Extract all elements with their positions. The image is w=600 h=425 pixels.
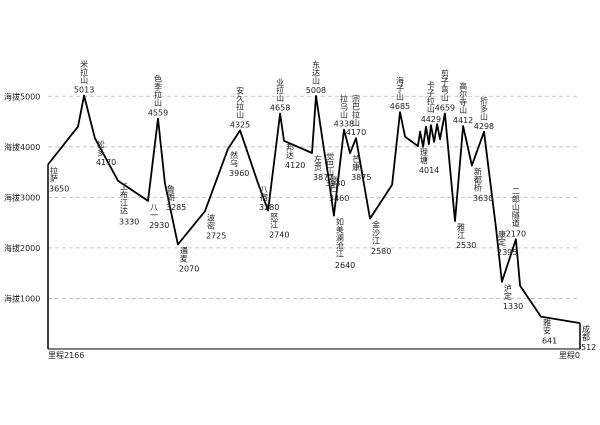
place-name: 然乌 xyxy=(230,150,239,168)
place-name: 雅安 xyxy=(542,318,551,336)
elevation-label: 2170 xyxy=(506,229,526,238)
elevation-label: 2740 xyxy=(269,231,289,240)
elevation-label: 5013 xyxy=(74,86,94,95)
elevation-label: 2725 xyxy=(206,231,226,240)
elevation-label: 512 xyxy=(581,343,596,352)
y-tick-label: 海拔4000 xyxy=(4,142,40,152)
elevation-label: 3330 xyxy=(119,218,139,227)
elevation-label: 4014 xyxy=(419,166,439,175)
elevation-label: 2640 xyxy=(335,261,355,270)
place-name: 鲁朗 xyxy=(166,184,175,202)
elevation-label: 3460 xyxy=(329,194,349,203)
place-name: 芒康 xyxy=(352,154,361,171)
elevation-label: 641 xyxy=(542,337,557,346)
place-name: 雅江 xyxy=(456,222,465,240)
elevation-label: 3285 xyxy=(166,203,186,212)
elevation-label: 4298 xyxy=(474,122,494,131)
place-name: 宗巴拉山 xyxy=(352,93,361,127)
elevation-label: 4412 xyxy=(453,116,473,125)
place-name: 海子山 xyxy=(395,76,404,102)
place-name: 怒江 xyxy=(270,212,279,230)
elevation-label: 4658 xyxy=(270,104,290,113)
place-name: 理塘 xyxy=(419,148,428,165)
elevation-label: 4170 xyxy=(346,128,366,137)
elevation-label: 4429 xyxy=(421,115,441,124)
elevation-label: 3630 xyxy=(473,194,493,203)
y-tick-label: 海拔2000 xyxy=(4,243,40,253)
x-tick-label: 里程0 xyxy=(559,351,580,360)
place-name: 折多山 xyxy=(479,95,488,121)
elevation-label: 3280 xyxy=(259,203,279,212)
place-name: 高尔寺山 xyxy=(459,81,468,115)
y-tick-label: 海拔1000 xyxy=(4,293,40,303)
elevation-label: 4325 xyxy=(230,120,250,129)
y-tick-label: 海拔3000 xyxy=(4,192,40,202)
place-name: 松多 xyxy=(96,139,105,157)
elevation-label: 3960 xyxy=(229,169,249,178)
place-name: 业拉山 xyxy=(276,77,285,103)
elevation-label: 3930 xyxy=(325,179,345,188)
x-tick-label: 里程2166 xyxy=(48,351,84,360)
place-name: 登巴 xyxy=(330,175,339,192)
elevation-label: 1330 xyxy=(503,302,523,311)
elevation-label: 4170 xyxy=(96,158,116,167)
place-name: 工布江达 xyxy=(120,183,129,216)
place-name: 新都桥 xyxy=(473,167,482,193)
place-name: 泸定 xyxy=(503,283,512,301)
place-name: 八一 xyxy=(149,203,158,219)
place-name: 波密 xyxy=(206,212,215,230)
place-name: 东达山 xyxy=(311,59,320,85)
elevation-label: 2070 xyxy=(179,264,199,273)
elevation-label: 2930 xyxy=(149,221,169,230)
elevation-line xyxy=(47,94,581,324)
place-name: 成都 xyxy=(582,324,591,342)
place-name: 觉巴山 xyxy=(326,151,335,177)
elevation-label: 3875 xyxy=(351,173,371,182)
place-name: 色季拉山 xyxy=(154,74,163,108)
elevation-label: 5008 xyxy=(306,86,326,95)
elevation-label: 4120 xyxy=(285,161,305,170)
place-name: 八宿 xyxy=(260,185,269,202)
place-name: 康定 xyxy=(498,229,507,247)
elevation-label: 2395 xyxy=(497,248,517,257)
elevation-label: 4685 xyxy=(390,102,410,111)
place-name: 通麦 xyxy=(179,245,188,263)
place-name: 安久拉山 xyxy=(236,85,245,119)
place-name: 邦达 xyxy=(286,142,295,160)
elevation-label: 2580 xyxy=(371,247,391,256)
elevation-label: 4338 xyxy=(334,120,354,129)
place-name: 二郎山隧道 xyxy=(511,187,520,228)
elevation-label: 3650 xyxy=(49,185,69,194)
elevation-label: 4559 xyxy=(148,109,168,118)
place-name: 左贡 xyxy=(314,154,323,172)
elevation-label: 3877 xyxy=(313,173,333,182)
place-name: 剪子弯山 xyxy=(440,69,449,103)
elevation-label: 4659 xyxy=(435,104,455,113)
place-name: 如美澜沧江 xyxy=(335,217,344,259)
place-name: 米拉山 xyxy=(80,59,89,85)
elevation-label: 2530 xyxy=(456,241,476,250)
place-name: 拉乌山 xyxy=(339,93,348,119)
place-name: 卡子拉山 xyxy=(426,80,435,114)
y-tick-label: 海拔5000 xyxy=(4,91,40,101)
place-name: 金沙江 xyxy=(372,220,381,246)
place-name: 拉萨 xyxy=(50,166,59,184)
